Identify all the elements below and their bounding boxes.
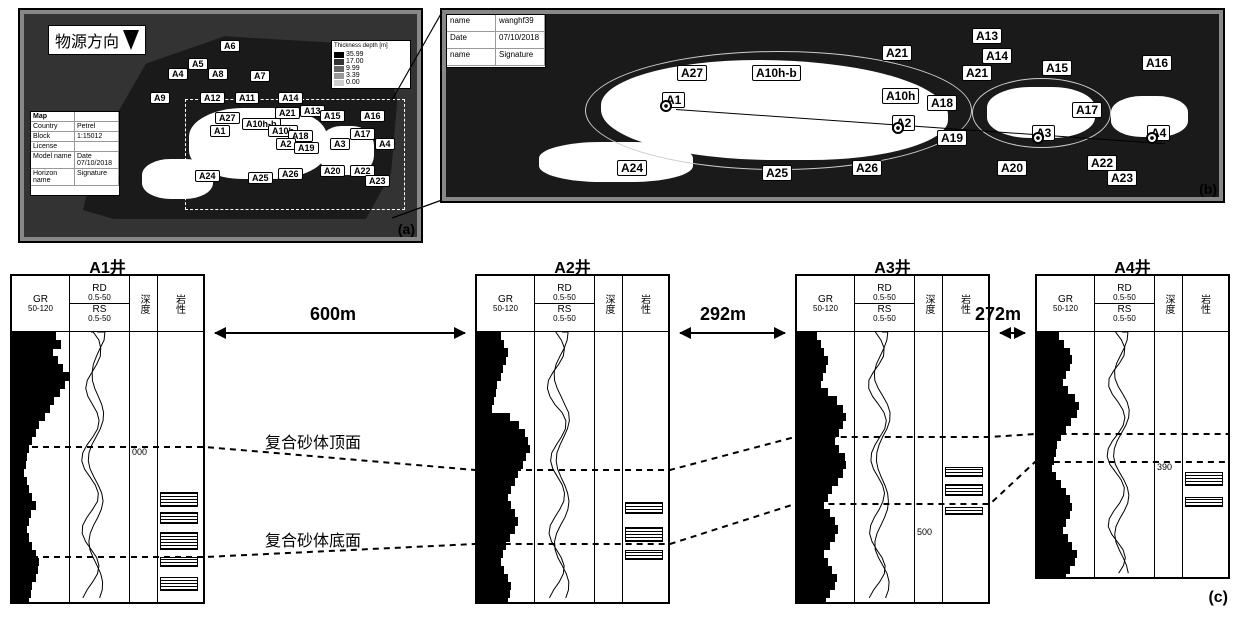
source-direction-label: 物源方向 <box>55 28 119 52</box>
distance-arrow-3 <box>1000 332 1025 334</box>
log-header: GR50-120 RD0.5-50RS0.5-50 深度 岩性 <box>477 276 668 332</box>
well-label-A26: A26 <box>278 168 303 180</box>
well-log-A4井: A4井 GR50-120 RD0.5-50RS0.5-50 深度 岩性 390 <box>1035 274 1230 579</box>
well-log-A1井: A1井 GR50-120 RD0.5-50RS0.5-50 深度 岩性 000 <box>10 274 205 604</box>
well-label-A7: A7 <box>250 70 270 82</box>
well-label-A5: A5 <box>188 58 208 70</box>
well-marker-2 <box>1032 132 1044 144</box>
depth-track: 500 <box>915 332 943 602</box>
well-label-A4: A4 <box>168 68 188 80</box>
well-marker-3 <box>1146 132 1158 144</box>
panel-tag-b: (b) <box>1199 181 1217 197</box>
log-tracks: 500 <box>797 332 988 602</box>
well-title: A2井 <box>477 254 668 278</box>
well-log-A3井: A3井 GR50-120 RD0.5-50RS0.5-50 深度 岩性 500 <box>795 274 990 604</box>
well-log-A2井: A2井 GR50-120 RD0.5-50RS0.5-50 深度 岩性 <box>475 274 670 604</box>
arrow-down-icon <box>123 30 139 50</box>
lith-track <box>158 332 200 602</box>
depth-track <box>595 332 623 602</box>
well-label-b-A22: A22 <box>1087 155 1117 171</box>
well-label-b-A21: A21 <box>962 65 992 81</box>
res-track <box>1095 332 1155 577</box>
gr-track <box>12 332 70 602</box>
well-label-b-A26: A26 <box>852 160 882 176</box>
well-label-b-A20: A20 <box>997 160 1027 176</box>
depth-track: 390 <box>1155 332 1183 577</box>
well-label-A15: A15 <box>320 110 345 122</box>
lith-track <box>623 332 665 602</box>
well-label-A27: A27 <box>215 112 240 124</box>
well-label-b-A17: A17 <box>1072 102 1102 118</box>
cross-section-panel: A1井 GR50-120 RD0.5-50RS0.5-50 深度 岩性 000 … <box>10 252 1230 607</box>
well-label-A4: A4 <box>375 138 395 150</box>
well-marker-1 <box>892 122 904 134</box>
well-label-A25: A25 <box>248 172 273 184</box>
panel-tag-c: (c) <box>1208 589 1228 607</box>
well-label-A17: A17 <box>350 128 375 140</box>
well-label-b-A14: A14 <box>982 48 1012 64</box>
map-a-info-box: MapCountryPetrelBlock1:15012LicenseModel… <box>30 111 120 196</box>
log-header: GR50-120 RD0.5-50RS0.5-50 深度 岩性 <box>12 276 203 332</box>
depth-track: 000 <box>130 332 158 602</box>
distance-arrow-2 <box>680 332 785 334</box>
well-label-A16: A16 <box>360 110 385 122</box>
well-label-A20: A20 <box>320 165 345 177</box>
map-a-panel: 物源方向 MapCountryPetrelBlock1:15012License… <box>18 8 423 243</box>
well-label-A21: A21 <box>275 107 300 119</box>
well-label-b-A27: A27 <box>677 65 707 81</box>
well-label-b-A19: A19 <box>937 130 967 146</box>
map-b-panel: namewanghf39Date07/10/2018nameSignature … <box>440 8 1225 203</box>
source-direction-box: 物源方向 <box>48 25 146 55</box>
lith-track <box>943 332 985 602</box>
well-label-b-A25: A25 <box>762 165 792 181</box>
well-label-A6: A6 <box>220 40 240 52</box>
well-label-A9: A9 <box>150 92 170 104</box>
top-surface-label: 复合砂体顶面 <box>265 429 361 453</box>
log-header: GR50-120 RD0.5-50RS0.5-50 深度 岩性 <box>1037 276 1228 332</box>
well-label-A1: A1 <box>210 125 230 137</box>
distance-arrow-1 <box>215 332 465 334</box>
panel-tag-a: (a) <box>398 221 415 237</box>
distance-3: 272m <box>975 304 1021 325</box>
well-label-A11: A11 <box>235 92 259 104</box>
log-tracks: 390 <box>1037 332 1228 577</box>
well-label-b-A13: A13 <box>972 28 1002 44</box>
res-track <box>855 332 915 602</box>
well-label-b-A16: A16 <box>1142 55 1172 71</box>
well-label-b-A15: A15 <box>1042 60 1072 76</box>
well-label-A24: A24 <box>195 170 220 182</box>
base-surface-label: 复合砂体底面 <box>265 527 361 551</box>
log-header: GR50-120 RD0.5-50RS0.5-50 深度 岩性 <box>797 276 988 332</box>
well-label-b-A18: A18 <box>927 95 957 111</box>
well-label-b-A10h: A10h <box>882 88 919 104</box>
distance-1: 600m <box>310 304 356 325</box>
gr-track <box>1037 332 1095 577</box>
res-track <box>70 332 130 602</box>
distance-2: 292m <box>700 304 746 325</box>
log-tracks <box>477 332 668 602</box>
gr-track <box>477 332 535 602</box>
well-label-b-A10h-b: A10h-b <box>752 65 801 81</box>
well-label-A8: A8 <box>208 68 228 80</box>
well-label-A12: A12 <box>200 92 225 104</box>
log-tracks: 000 <box>12 332 203 602</box>
well-label-A14: A14 <box>278 92 303 104</box>
map-a-legend: Thickness depth [m]35.9917.009.993.390.0… <box>331 40 411 89</box>
well-label-b-A24: A24 <box>617 160 647 176</box>
well-label-A19: A19 <box>294 142 319 154</box>
res-track <box>535 332 595 602</box>
well-label-b-A21: A21 <box>882 45 912 61</box>
well-label-A2: A2 <box>276 138 296 150</box>
map-b-header-box: namewanghf39Date07/10/2018nameSignature <box>446 14 546 68</box>
well-title: A3井 <box>797 254 988 278</box>
well-title: A4井 <box>1037 254 1228 278</box>
lith-track <box>1183 332 1225 577</box>
well-marker-0 <box>660 100 672 112</box>
well-label-A23: A23 <box>365 175 390 187</box>
gr-track <box>797 332 855 602</box>
well-label-A3: A3 <box>330 138 350 150</box>
well-label-b-A23: A23 <box>1107 170 1137 186</box>
well-title: A1井 <box>12 254 203 278</box>
